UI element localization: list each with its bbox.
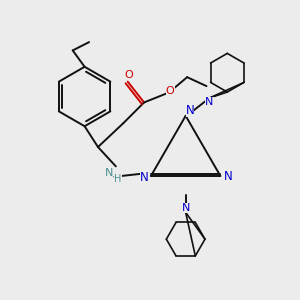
Text: N: N xyxy=(224,169,232,182)
Text: N: N xyxy=(105,168,113,178)
Text: N: N xyxy=(182,203,190,213)
Text: N: N xyxy=(186,104,194,117)
Text: N: N xyxy=(205,97,214,106)
Text: H: H xyxy=(114,174,122,184)
Text: N: N xyxy=(140,171,149,184)
Text: O: O xyxy=(125,70,134,80)
Text: O: O xyxy=(166,85,175,96)
